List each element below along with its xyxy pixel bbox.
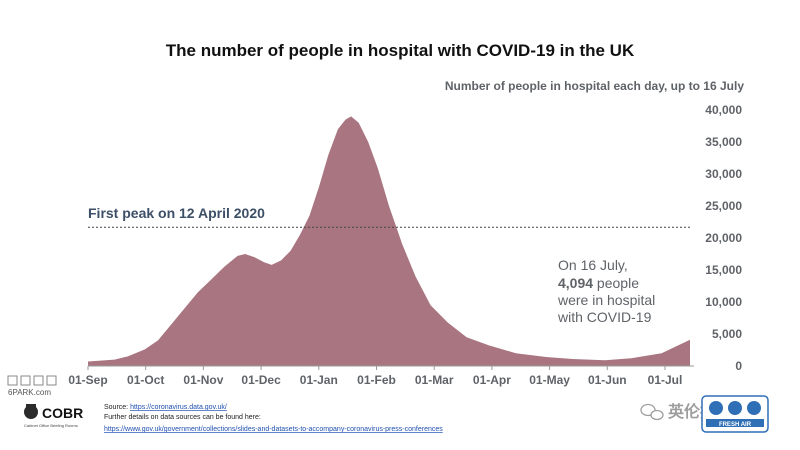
y-tick-label: 0 bbox=[735, 359, 742, 373]
cobr-logo-tagline: Cabinet Office Briefing Rooms bbox=[24, 423, 78, 428]
annotation-value: 4,094 bbox=[558, 275, 593, 291]
source-link-2[interactable]: https://www.gov.uk/government/collection… bbox=[104, 426, 443, 433]
y-tick-label: 20,000 bbox=[705, 231, 742, 245]
x-axis-ticks: 01-Sep 01-Oct 01-Nov 01-Dec 01-Jan 01-Feb 01-M… bbox=[68, 366, 682, 387]
crest-icon bbox=[24, 404, 38, 419]
source-block: Source: https://coronavirus.data.gov.uk/… bbox=[104, 404, 443, 433]
x-tick-label: 01-Nov bbox=[183, 373, 223, 387]
x-tick-label: 01-Oct bbox=[127, 373, 164, 387]
annotation-line-4: with COVID-19 bbox=[557, 309, 652, 325]
x-tick-label: 01-Feb bbox=[357, 373, 396, 387]
annotation-line-2-rest: people bbox=[593, 275, 639, 291]
source-line-1: Source: https://coronavirus.data.gov.uk/ bbox=[104, 404, 227, 411]
x-tick-label: 01-Dec bbox=[241, 373, 281, 387]
source-line-2: Further details on data sources can be f… bbox=[104, 414, 261, 421]
fresh-air-badge: FRESH AIR bbox=[701, 395, 769, 433]
x-tick-label: 01-Sep bbox=[68, 373, 107, 387]
y-tick-label: 15,000 bbox=[705, 263, 742, 277]
y-tick-label: 30,000 bbox=[705, 167, 742, 181]
x-tick-label: 01-Jun bbox=[588, 373, 627, 387]
cobr-logo-text: COBR bbox=[42, 405, 83, 421]
annotation-line-3: were in hospital bbox=[557, 292, 655, 308]
x-tick-label: 01-May bbox=[529, 373, 570, 387]
watermark-left: 6PARK.com bbox=[7, 375, 57, 397]
y-tick-label: 25,000 bbox=[705, 199, 742, 213]
watermark-right: 英伦投资客 FRESH AIR bbox=[640, 395, 769, 433]
x-tick-label: 01-Jul bbox=[648, 373, 683, 387]
chart-title: The number of people in hospital with CO… bbox=[166, 41, 635, 60]
y-axis-ticks: 0 5,000 10,000 15,000 20,000 25,000 30,000 35,0… bbox=[705, 103, 742, 373]
x-tick-label: 01-Apr bbox=[473, 373, 511, 387]
annotation-line-1: On 16 July, bbox=[558, 257, 628, 273]
y-tick-label: 40,000 bbox=[705, 103, 742, 117]
watermark-site: 6PARK.com bbox=[8, 388, 51, 397]
source-link-1[interactable]: https://coronavirus.data.gov.uk/ bbox=[130, 404, 227, 411]
first-peak-label: First peak on 12 April 2020 bbox=[88, 205, 265, 221]
y-tick-label: 35,000 bbox=[705, 135, 742, 149]
cobr-logo: COBR Cabinet Office Briefing Rooms bbox=[24, 404, 83, 428]
y-tick-label: 5,000 bbox=[712, 327, 742, 341]
wechat-icon bbox=[640, 403, 664, 421]
hospital-area-series bbox=[88, 116, 690, 367]
y-tick-label: 10,000 bbox=[705, 295, 742, 309]
x-tick-label: 01-Mar bbox=[415, 373, 454, 387]
fresh-air-badge-text: FRESH AIR bbox=[719, 422, 752, 428]
annotation-line-2: 4,094 people bbox=[558, 275, 639, 291]
x-tick-label: 01-Jan bbox=[300, 373, 338, 387]
source-prefix: Source: bbox=[104, 404, 130, 411]
latest-value-annotation: On 16 July, 4,094 people were in hospita… bbox=[557, 257, 655, 325]
chart-subtitle: Number of people in hospital each day, u… bbox=[445, 79, 744, 93]
